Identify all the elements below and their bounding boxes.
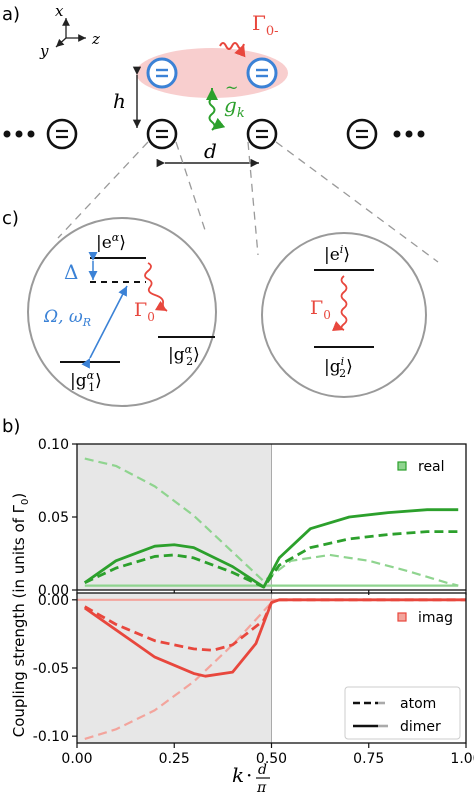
- x-tick-label: 0.00: [61, 751, 92, 767]
- panel-label-c: c): [2, 208, 19, 229]
- legend-entry-label: dimer: [400, 719, 441, 735]
- coordinate-axes: [55, 18, 86, 48]
- axis-y-label: y: [39, 42, 49, 60]
- panel-c: c) |eα⟩ Δ Ω, ωR Γ0 |gα 1⟩ |gα 2⟩ |ei⟩ Γ0 |…: [2, 208, 427, 407]
- x-label-k: k: [232, 763, 244, 787]
- axis-x-label: x: [55, 2, 64, 20]
- left-g1-label: |gα 1⟩: [70, 369, 102, 394]
- x-axis-label: k · d π: [232, 762, 270, 796]
- axis-z-label: z: [91, 30, 100, 48]
- detuning-label: Δ: [64, 260, 78, 284]
- upper-atom-right: [246, 57, 278, 89]
- coupling-photon-green: [208, 97, 226, 131]
- chain-atom-3: [246, 118, 278, 150]
- left-g2-label: |gα 2⟩: [168, 343, 200, 368]
- chain-dots-right: [393, 130, 425, 138]
- y-tick-label: 0.00: [38, 583, 69, 599]
- x-tick-label: 0.75: [353, 751, 384, 767]
- legend-marker: [397, 612, 407, 622]
- y-tick-label: 0.05: [38, 510, 69, 526]
- zoom-guides: [57, 141, 439, 263]
- dimer-highlight: [136, 48, 288, 98]
- y-tick-label: 0.00: [38, 593, 69, 609]
- y-tick-label: -0.05: [33, 661, 69, 677]
- right-decay-label: Γ0: [310, 297, 331, 322]
- panel-label-b: b): [2, 416, 20, 437]
- legend-marker: [397, 461, 407, 471]
- series-line-atom-faded: [84, 457, 459, 587]
- panel-a: a) x z y Γ0- gk ~: [2, 2, 439, 263]
- x-tick-label: 0.25: [159, 751, 190, 767]
- shaded-region: [77, 593, 272, 743]
- gk-tilde: ~: [225, 78, 238, 97]
- x-label-dot: ·: [246, 763, 252, 787]
- legend-label: imag: [418, 610, 453, 626]
- height-label: h: [113, 89, 126, 113]
- right-decay-photon: [331, 275, 348, 331]
- x-label-den: π: [256, 780, 267, 796]
- chain-dots-left: [3, 130, 35, 138]
- right-excited-label: |ei⟩: [324, 243, 350, 265]
- emission-photon-red: [219, 42, 246, 58]
- legend-label: real: [418, 459, 445, 475]
- chart-imag: 0.00 -0.05 -0.10 0.00 0.25 0.50 0.75 1.00 imag at…: [33, 592, 474, 767]
- drive-arrow: [81, 285, 128, 369]
- gamma0minus-label: Γ0-: [252, 11, 279, 39]
- gk-label: gk: [224, 93, 245, 121]
- panel-b: b) Coupling strength (in units of Γ0) 0.…: [2, 416, 474, 796]
- y-axis-label: Coupling strength (in units of Γ0): [10, 493, 31, 738]
- left-decay-label: Γ0: [134, 299, 155, 324]
- chart-real: 0.10 0.05 0.00 real: [38, 437, 467, 599]
- series-line-atom-solid: [84, 598, 466, 652]
- x-label-num: d: [258, 762, 267, 778]
- series-line-atom-faded: [84, 598, 280, 740]
- drive-label: Ω, ωR: [43, 307, 91, 329]
- chain-atom-2: [146, 118, 178, 150]
- left-excited-label: |eα⟩: [96, 231, 126, 253]
- distance-label: d: [204, 139, 217, 163]
- series-line-dimer-solid: [83, 598, 466, 678]
- panel-label-a: a): [2, 4, 20, 25]
- chain-atom-4: [346, 118, 378, 150]
- left-decay-photon: [144, 262, 168, 312]
- legend-entry-label: atom: [400, 696, 436, 712]
- y-tick-label: 0.10: [38, 437, 69, 453]
- x-tick-label: 0.50: [256, 751, 287, 767]
- chain-atom-1: [46, 118, 78, 150]
- y-tick-label: -0.10: [33, 729, 69, 745]
- series-line-dimer-solid: [83, 508, 459, 589]
- x-tick-label: 1.00: [450, 751, 474, 767]
- upper-atom-left: [146, 57, 178, 89]
- right-g2-label: |gi 2⟩: [324, 355, 353, 380]
